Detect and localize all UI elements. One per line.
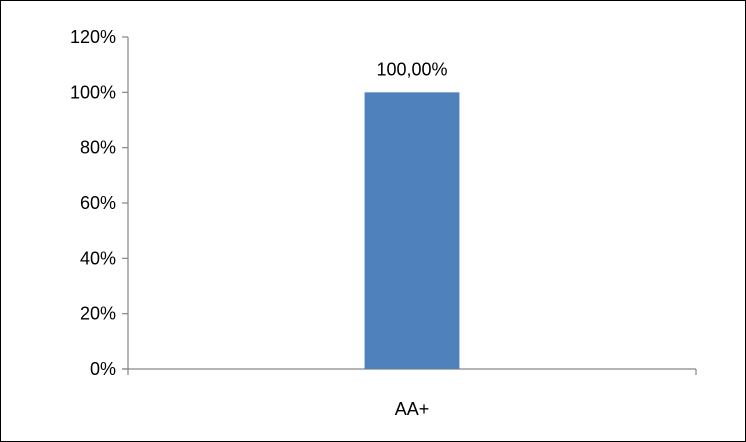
y-tick-label: 120% [70, 27, 116, 47]
y-tick-label: 60% [80, 193, 116, 213]
bar [364, 92, 460, 369]
chart-bars [364, 92, 460, 369]
y-tick-label: 0% [90, 359, 116, 379]
chart-labels: 0% 20% 40% 60% 80% 100% 120% 100,00% AA+ [70, 27, 448, 419]
x-category-label: AA+ [395, 399, 430, 419]
y-tick-label: 100% [70, 82, 116, 102]
y-tick-label: 40% [80, 248, 116, 268]
y-tick-label: 80% [80, 138, 116, 158]
bar-data-label: 100,00% [376, 59, 447, 79]
y-tick-label: 20% [80, 304, 116, 324]
